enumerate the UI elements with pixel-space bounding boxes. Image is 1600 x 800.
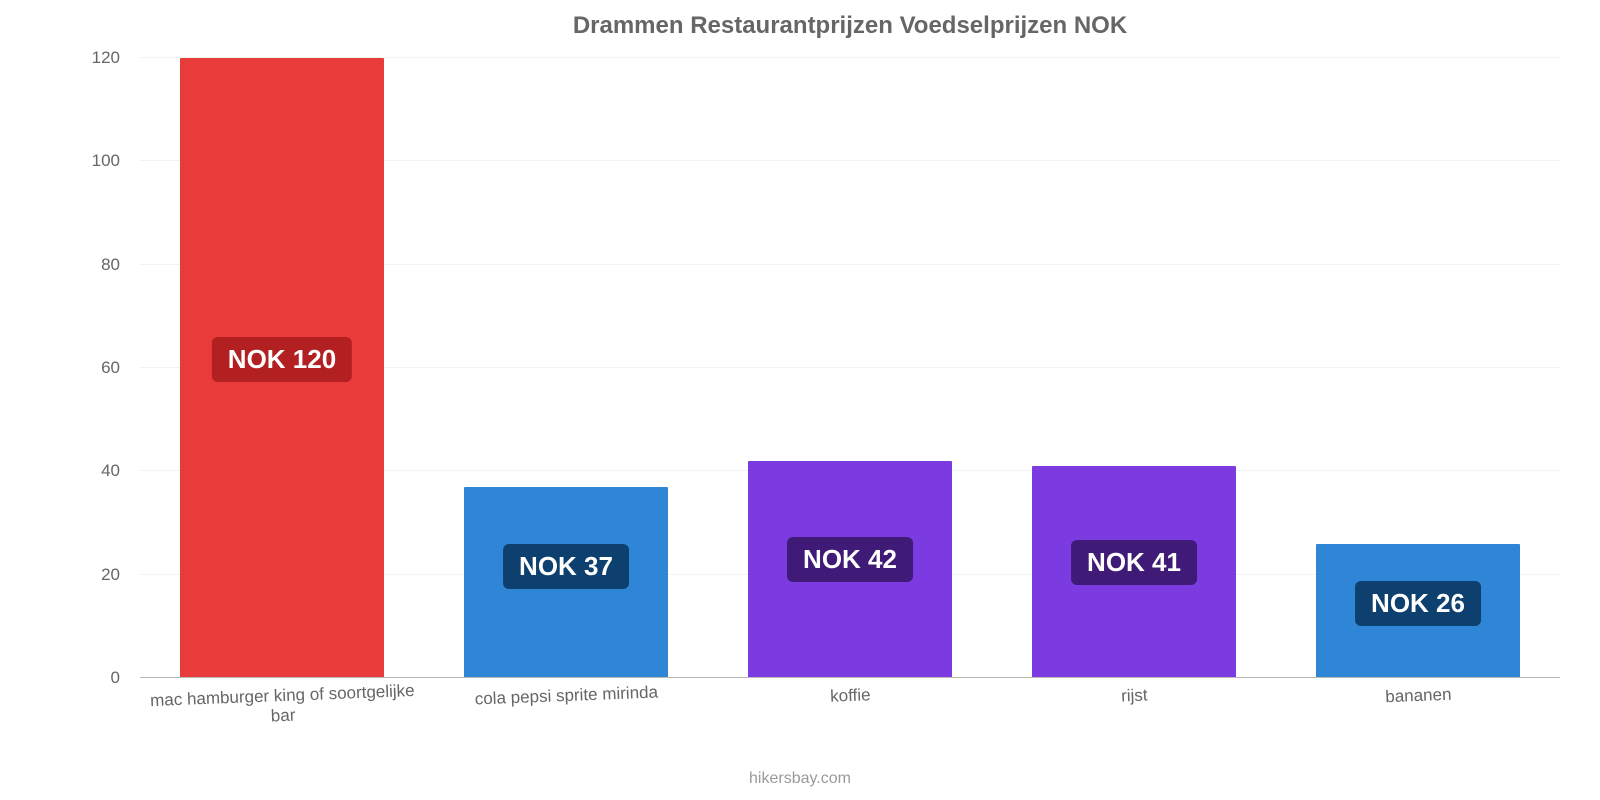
bar: NOK 37 [464, 487, 668, 678]
y-tick: 120 [92, 48, 128, 68]
y-tick-label: 80 [101, 255, 128, 275]
x-tick-label: cola pepsi sprite mirinda [424, 681, 709, 732]
plot-area: 020406080100120 NOK 120NOK 37NOK 42NOK 4… [140, 58, 1560, 678]
attribution-text: hikersbay.com [0, 770, 1600, 788]
bar-value-badge: NOK 37 [503, 544, 629, 589]
bar-slot: NOK 26 [1276, 58, 1560, 678]
bar-slot: NOK 41 [992, 58, 1276, 678]
x-tick-label: bananen [1276, 681, 1561, 732]
bar: NOK 42 [748, 461, 952, 678]
bar-value-badge: NOK 41 [1071, 540, 1197, 585]
bar-chart: Drammen Restaurantprijzen Voedselprijzen… [0, 0, 1600, 800]
y-tick: 20 [101, 565, 128, 585]
chart-title: Drammen Restaurantprijzen Voedselprijzen… [140, 12, 1560, 40]
x-tick-label: rijst [992, 681, 1277, 732]
y-tick-label: 0 [111, 668, 128, 688]
bar: NOK 26 [1316, 544, 1520, 678]
y-tick-label: 60 [101, 358, 128, 378]
y-tick: 40 [101, 461, 128, 481]
bar-value-badge: NOK 42 [787, 537, 913, 582]
y-tick: 60 [101, 358, 128, 378]
bar-value-badge: NOK 120 [212, 337, 352, 382]
bar-slot: NOK 42 [708, 58, 992, 678]
x-tick-label: mac hamburger king of soortgelijke bar [140, 681, 425, 732]
bar: NOK 120 [180, 58, 384, 678]
bar-value-badge: NOK 26 [1355, 581, 1481, 626]
y-tick-label: 120 [92, 48, 128, 68]
x-axis-labels: mac hamburger king of soortgelijke barco… [140, 678, 1560, 718]
y-tick: 80 [101, 255, 128, 275]
y-tick-label: 20 [101, 565, 128, 585]
bar-slot: NOK 37 [424, 58, 708, 678]
y-tick: 0 [111, 668, 128, 688]
bar: NOK 41 [1032, 466, 1236, 678]
bars-container: NOK 120 NOK 37 NOK 42 NOK 41 NOK 26 [140, 58, 1560, 678]
x-tick-label: koffie [708, 681, 993, 732]
y-tick: 100 [92, 151, 128, 171]
bar-slot: NOK 120 [140, 58, 424, 678]
y-tick-label: 40 [101, 461, 128, 481]
y-tick-label: 100 [92, 151, 128, 171]
